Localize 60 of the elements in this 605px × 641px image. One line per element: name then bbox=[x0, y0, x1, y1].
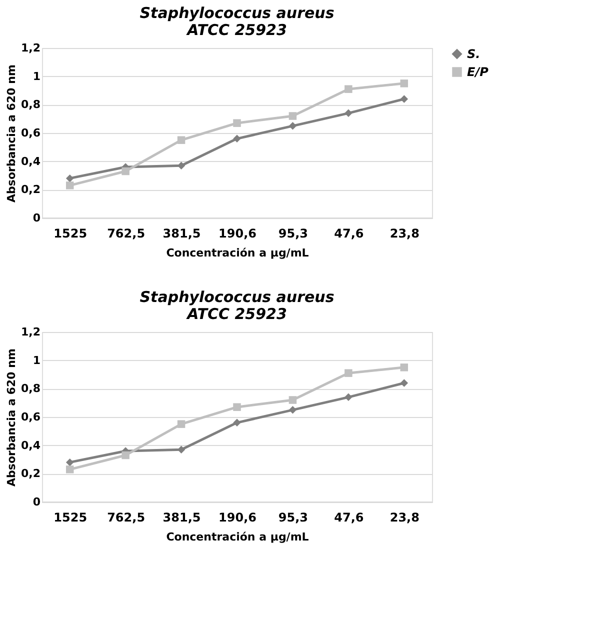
legend-label: S. bbox=[467, 47, 480, 61]
x-axis-title: Concentración a µg/mL bbox=[166, 246, 309, 260]
point bbox=[288, 122, 297, 130]
point bbox=[66, 174, 74, 182]
point bbox=[344, 369, 352, 377]
y-tick-label: 0,6 bbox=[21, 126, 41, 140]
point bbox=[177, 136, 186, 144]
point bbox=[288, 406, 297, 414]
point bbox=[400, 80, 408, 88]
point bbox=[400, 95, 408, 103]
x-tick-label: 1525 bbox=[54, 510, 88, 524]
x-tick-label: 23,8 bbox=[390, 226, 420, 240]
x-tick-label: 1525 bbox=[54, 226, 88, 240]
y-tick-label: 1 bbox=[32, 70, 40, 83]
y-axis-title: Absorbancia a 620 nm bbox=[5, 64, 18, 202]
y-tick-label: 0,2 bbox=[21, 183, 40, 196]
y-tick-label: 1,2 bbox=[21, 42, 40, 54]
legend-label: E/P bbox=[467, 65, 489, 79]
chart-title: Staphylococcus aureus ATCC 25923 bbox=[140, 288, 334, 323]
y-tick-label: 0,8 bbox=[21, 382, 40, 396]
y-tick-label: 0 bbox=[32, 212, 41, 224]
y-tick-label: 0,4 bbox=[21, 438, 41, 452]
x-tick-label: 381,5 bbox=[162, 510, 201, 524]
y-tick-label: 0,2 bbox=[21, 467, 40, 480]
point bbox=[400, 364, 408, 372]
point bbox=[66, 182, 74, 190]
y-axis-title: Absorbancia a 620 nm bbox=[5, 348, 18, 486]
point bbox=[400, 379, 408, 387]
x-tick-label: 23,8 bbox=[390, 510, 420, 524]
point bbox=[233, 403, 241, 411]
point bbox=[344, 393, 352, 402]
point bbox=[66, 466, 74, 474]
y-tick-label: 0,4 bbox=[21, 154, 41, 168]
point bbox=[233, 119, 241, 127]
x-tick-label: 762,5 bbox=[107, 510, 146, 524]
point bbox=[122, 451, 130, 460]
x-tick-label: 47,6 bbox=[334, 510, 364, 524]
y-tick-label: 1 bbox=[32, 354, 40, 367]
x-tick-label: 381,5 bbox=[162, 226, 201, 240]
x-tick-label: 95,3 bbox=[278, 510, 308, 524]
point bbox=[288, 396, 297, 404]
y-tick-label: 0,6 bbox=[21, 410, 41, 424]
y-tick-label: 0,8 bbox=[21, 98, 40, 112]
point bbox=[233, 134, 241, 143]
point bbox=[233, 418, 241, 427]
y-tick-label: 1,2 bbox=[21, 326, 40, 338]
point bbox=[344, 85, 352, 93]
y-tick-label: 0 bbox=[32, 496, 41, 508]
point bbox=[288, 112, 297, 120]
x-tick-label: 190,6 bbox=[218, 510, 256, 524]
x-tick-label: 47,6 bbox=[334, 226, 364, 240]
point bbox=[66, 458, 74, 466]
x-tick-label: 190,6 bbox=[218, 226, 256, 240]
point bbox=[122, 167, 130, 176]
x-axis-title: Concentración a µg/mL bbox=[166, 530, 309, 544]
x-tick-label: 762,5 bbox=[107, 226, 146, 240]
point bbox=[177, 420, 186, 428]
chart-title: Staphylococcus aureus ATCC 25923 bbox=[140, 4, 334, 39]
x-tick-label: 95,3 bbox=[278, 226, 308, 240]
point bbox=[344, 109, 352, 118]
